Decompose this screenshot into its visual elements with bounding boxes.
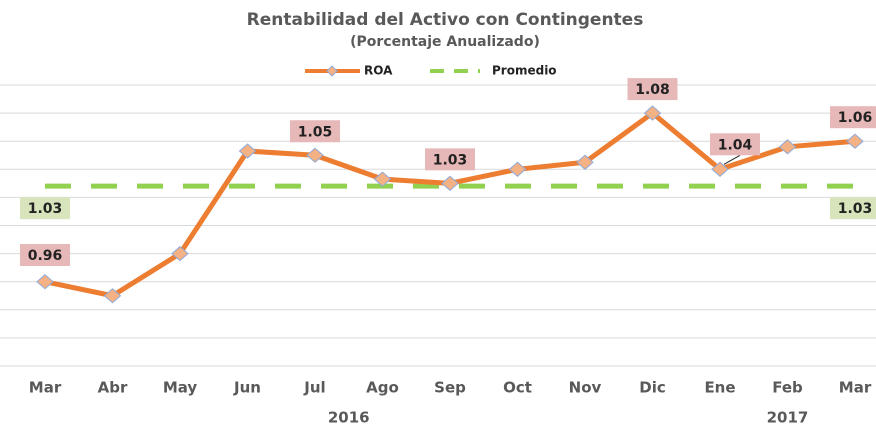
point-marker bbox=[171, 245, 189, 262]
x-tick-label: Jul bbox=[303, 379, 325, 397]
data-label: 1.03 bbox=[28, 201, 63, 217]
data-label-group: 1.08 bbox=[627, 78, 678, 101]
data-label: 0.96 bbox=[28, 248, 63, 264]
data-label-box bbox=[20, 244, 70, 266]
data-label-box bbox=[830, 197, 876, 220]
x-tick-label: Mar bbox=[29, 379, 62, 397]
x-group-label: 2017 bbox=[767, 409, 809, 425]
x-tick-label: Ene bbox=[704, 379, 735, 397]
data-label-group: 1.03 bbox=[20, 197, 70, 220]
data-label-box bbox=[627, 78, 678, 101]
point-marker bbox=[711, 161, 729, 177]
point-marker bbox=[238, 143, 257, 159]
x-tick-label: Abr bbox=[98, 379, 128, 397]
x-group-label: 2016 bbox=[328, 409, 370, 425]
chart-subtitle: (Porcentaje Anualizado) bbox=[350, 34, 540, 50]
leader-line bbox=[723, 154, 741, 165]
data-label: 1.03 bbox=[838, 201, 873, 217]
data-label-group: 1.03 bbox=[830, 197, 876, 220]
x-tick-label: Nov bbox=[569, 379, 602, 397]
data-label-group: 1.06 bbox=[830, 106, 876, 129]
data-label-box bbox=[830, 106, 876, 129]
x-tick-label: Dic bbox=[639, 379, 665, 397]
chart-title: Rentabilidad del Activo con Contingentes bbox=[247, 10, 644, 30]
point-marker bbox=[846, 133, 864, 149]
point-marker bbox=[373, 171, 392, 187]
data-label: 1.05 bbox=[298, 124, 333, 140]
point-marker bbox=[103, 288, 122, 304]
data-label-group: 0.96 bbox=[20, 244, 70, 266]
x-tick-label: May bbox=[163, 379, 198, 397]
legend-label: ROA bbox=[364, 64, 393, 78]
point-marker bbox=[576, 154, 594, 170]
data-label-box bbox=[20, 197, 70, 220]
data-label: 1.08 bbox=[635, 82, 670, 98]
point-marker bbox=[36, 274, 54, 290]
data-label-group: 1.03 bbox=[425, 148, 475, 171]
x-tick-label: Ago bbox=[366, 379, 399, 397]
data-label: 1.03 bbox=[433, 152, 468, 168]
data-label-box bbox=[710, 133, 760, 156]
data-label-group: 1.04 bbox=[710, 133, 760, 156]
point-marker bbox=[643, 105, 662, 121]
x-tick-label: Mar bbox=[839, 379, 872, 397]
data-label-group: 1.05 bbox=[290, 120, 340, 143]
x-tick-label: Oct bbox=[503, 379, 532, 397]
data-label: 1.06 bbox=[838, 110, 873, 126]
data-label-box bbox=[425, 148, 475, 171]
x-tick-label: Sep bbox=[434, 379, 466, 397]
data-label: 1.04 bbox=[718, 137, 753, 153]
point-marker bbox=[441, 175, 459, 192]
point-marker bbox=[778, 139, 797, 155]
point-marker bbox=[306, 147, 324, 163]
x-tick-label: Feb bbox=[772, 379, 803, 397]
point-marker bbox=[508, 161, 527, 177]
data-label-box bbox=[290, 120, 340, 143]
legend-label: Promedio bbox=[492, 64, 557, 78]
legend-marker bbox=[326, 65, 338, 77]
x-tick-label: Jun bbox=[233, 379, 261, 397]
